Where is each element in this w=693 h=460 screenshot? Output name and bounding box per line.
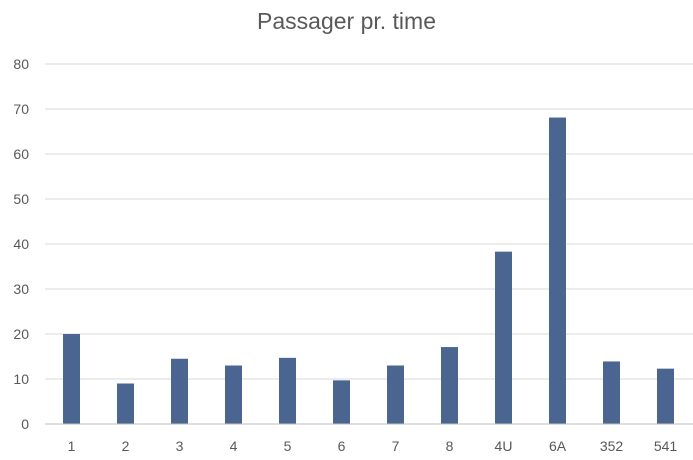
bar-8 [441, 347, 458, 424]
bar-541 [657, 368, 674, 424]
x-axis-tick-labels: 1 2 3 4 5 6 7 8 4U 6A 352 541 [68, 438, 678, 454]
y-tick-label: 0 [21, 416, 29, 432]
x-tick-label: 3 [176, 438, 184, 454]
x-tick-label: 7 [392, 438, 400, 454]
bar-3 [171, 358, 188, 424]
x-tick-label: 8 [446, 438, 454, 454]
bar-4u [495, 251, 512, 424]
bar-4 [225, 365, 242, 424]
bar-1 [63, 334, 80, 424]
bar-2 [117, 383, 134, 424]
y-tick-label: 70 [13, 101, 29, 117]
gridlines [45, 63, 693, 380]
bar-5 [279, 357, 296, 424]
x-tick-label: 4 [230, 438, 238, 454]
bar-6a [549, 117, 566, 425]
y-tick-label: 40 [13, 236, 29, 252]
y-tick-label: 20 [13, 326, 29, 342]
y-tick-label: 60 [13, 146, 29, 162]
x-tick-label: 541 [654, 438, 678, 454]
x-tick-label: 2 [122, 438, 130, 454]
y-axis-tick-labels: 0 10 20 30 40 50 60 70 80 [13, 56, 29, 432]
x-tick-label: 5 [284, 438, 292, 454]
x-tick-label: 6A [549, 438, 567, 454]
y-tick-label: 50 [13, 191, 29, 207]
bar-6 [333, 380, 350, 424]
chart-title: Passager pr. time [257, 8, 436, 34]
y-tick-label: 80 [13, 56, 29, 72]
x-tick-label: 6 [338, 438, 346, 454]
bar-352 [603, 361, 620, 424]
x-tick-label: 4U [495, 438, 513, 454]
bar-7 [387, 365, 404, 424]
y-tick-label: 10 [13, 371, 29, 387]
y-tick-label: 30 [13, 281, 29, 297]
x-tick-label: 352 [600, 438, 624, 454]
x-tick-label: 1 [68, 438, 76, 454]
bars [63, 117, 674, 425]
